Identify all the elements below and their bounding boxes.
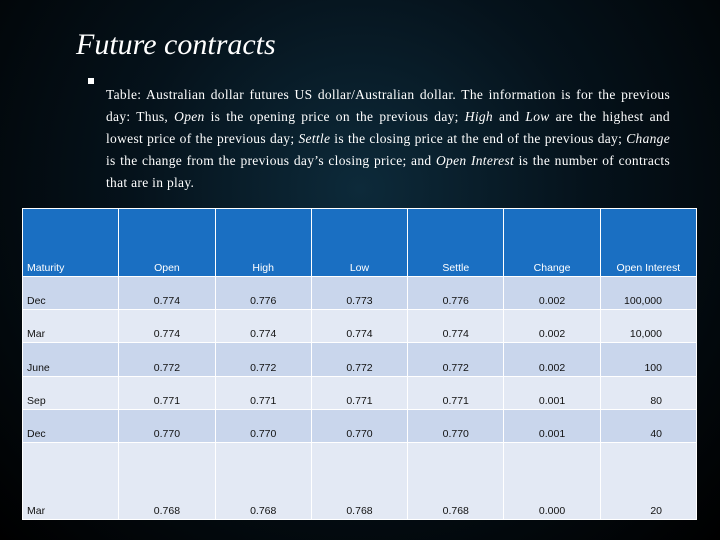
caption-text: is the number of contracts that are in p… bbox=[106, 152, 671, 190]
table-cell: 40 bbox=[599, 408, 698, 443]
caption-term: Change bbox=[626, 130, 671, 146]
table-cell: 0.773 bbox=[310, 276, 409, 311]
table-cell: 10,000 bbox=[599, 309, 698, 344]
caption-bullet: Table: Australian dollar futures US doll… bbox=[86, 70, 670, 207]
column-header: Change bbox=[503, 207, 601, 278]
table-cell: 0.768 bbox=[118, 441, 216, 521]
table-cell: 0.002 bbox=[503, 342, 601, 377]
table-cell: 100,000 bbox=[599, 276, 698, 311]
table-cell: 0.770 bbox=[118, 408, 216, 443]
table-cell: 0.776 bbox=[214, 276, 312, 311]
table-cell: 0.772 bbox=[407, 342, 505, 377]
table-row: Mar 0.774 0.774 0.774 0.774 0.002 10,000 bbox=[21, 309, 698, 344]
table-cell: 0.770 bbox=[214, 408, 312, 443]
table-cell: 0.001 bbox=[503, 375, 601, 410]
caption-text: is the opening price on the previous day… bbox=[204, 108, 465, 124]
table-cell: 0.771 bbox=[118, 375, 216, 410]
table-cell: 0.776 bbox=[407, 276, 505, 311]
table-cell: Mar bbox=[21, 441, 120, 521]
table-cell: 20 bbox=[599, 441, 698, 521]
table-cell: 0.001 bbox=[503, 408, 601, 443]
table-cell: 0.768 bbox=[310, 441, 409, 521]
caption-text: is the closing price at the end of the p… bbox=[330, 130, 627, 146]
caption-term: Open bbox=[174, 108, 205, 124]
table-cell: Dec bbox=[21, 408, 120, 443]
futures-table-container: Maturity Open High Low Settle Change Open Inte… bbox=[21, 207, 698, 521]
caption-text: is the change from the previous day’s cl… bbox=[106, 152, 436, 168]
table-cell: 0.768 bbox=[214, 441, 312, 521]
table-cell: 0.771 bbox=[407, 375, 505, 410]
table-cell: 0.771 bbox=[310, 375, 409, 410]
column-header: High bbox=[214, 207, 312, 278]
table-row: Sep 0.771 0.771 0.771 0.771 0.001 80 bbox=[21, 375, 698, 410]
table-cell: 0.002 bbox=[503, 309, 601, 344]
table-row: Dec 0.770 0.770 0.770 0.770 0.001 40 bbox=[21, 408, 698, 443]
table-caption: Table: Australian dollar futures US doll… bbox=[106, 84, 670, 194]
caption-text: are the highest and lowest price of the … bbox=[106, 108, 670, 146]
table-cell: 0.771 bbox=[214, 375, 312, 410]
caption-term: Low bbox=[525, 108, 550, 124]
caption-term: High bbox=[464, 108, 493, 124]
column-header: Open Interest bbox=[599, 207, 698, 278]
table-row: June 0.772 0.772 0.772 0.772 0.002 100 bbox=[21, 342, 698, 377]
square-bullet-icon bbox=[88, 78, 94, 84]
table-cell: 0.000 bbox=[503, 441, 601, 521]
caption-term: Settle bbox=[298, 130, 331, 146]
table-row: Mar 0.768 0.768 0.768 0.768 0.000 20 bbox=[21, 441, 698, 521]
caption-term: Open Interest bbox=[435, 152, 515, 168]
table-header-row: Maturity Open High Low Settle Change Open Inte… bbox=[21, 207, 698, 278]
table-cell: 0.774 bbox=[118, 276, 216, 311]
table-cell: 0.774 bbox=[214, 309, 312, 344]
table-cell: Dec bbox=[21, 276, 120, 311]
column-header: Maturity bbox=[21, 207, 120, 278]
table-cell: 0.772 bbox=[118, 342, 216, 377]
futures-table: Maturity Open High Low Settle Change Open Inte… bbox=[21, 207, 698, 521]
table-cell: 0.774 bbox=[310, 309, 409, 344]
table-cell: Sep bbox=[21, 375, 120, 410]
table-cell: 0.774 bbox=[118, 309, 216, 344]
table-cell: 100 bbox=[599, 342, 698, 377]
table-cell: 0.772 bbox=[310, 342, 409, 377]
table-cell: 0.774 bbox=[407, 309, 505, 344]
table-cell: 80 bbox=[599, 375, 698, 410]
table-cell: June bbox=[21, 342, 120, 377]
caption-text: Table: Australian dollar futures US doll… bbox=[106, 86, 670, 124]
table-cell: 0.770 bbox=[407, 408, 505, 443]
caption-text: and bbox=[492, 108, 526, 124]
table-cell: 0.770 bbox=[310, 408, 409, 443]
column-header: Open bbox=[118, 207, 216, 278]
table-row: Dec 0.774 0.776 0.773 0.776 0.002 100,000 bbox=[21, 276, 698, 311]
table-cell: Mar bbox=[21, 309, 120, 344]
slide-title: Future contracts bbox=[76, 28, 276, 61]
column-header: Settle bbox=[407, 207, 505, 278]
table-cell: 0.772 bbox=[214, 342, 312, 377]
column-header: Low bbox=[310, 207, 409, 278]
table-cell: 0.768 bbox=[407, 441, 505, 521]
table-cell: 0.002 bbox=[503, 276, 601, 311]
